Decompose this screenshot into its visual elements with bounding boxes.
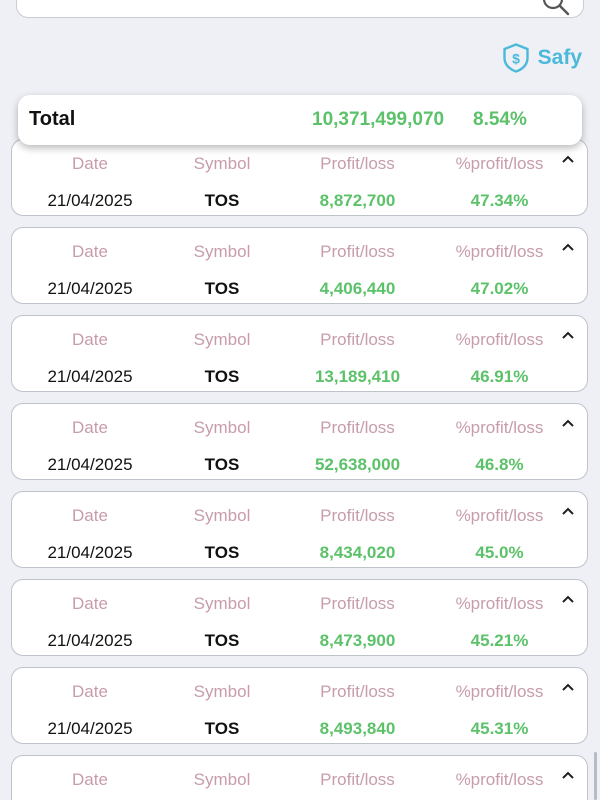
column-header-date: Date [72,506,108,525]
column-header-percent: %profit/loss [455,770,544,789]
transaction-card[interactable]: Date Symbol Profit/loss %profit/loss 21/… [11,667,588,744]
chevron-up-icon[interactable] [561,154,575,164]
column-header-symbol: Symbol [193,770,251,789]
column-header-percent: %profit/loss [455,418,544,437]
transaction-card[interactable]: Date Symbol Profit/loss %profit/loss 21/… [11,579,588,656]
symbol-value: TOS [204,279,240,298]
search-input[interactable] [16,0,584,18]
scrollbar[interactable] [594,752,597,800]
column-header-date: Date [72,330,108,349]
total-summary-card: Total 10,371,499,070 8.54% [18,95,582,145]
profit-value: 8,493,840 [319,719,396,738]
total-amount: 10,371,499,070 [312,109,445,130]
column-header-profit: Profit/loss [320,682,395,701]
transaction-card[interactable]: Date Symbol Profit/loss %profit/loss [11,755,588,800]
symbol-value: TOS [204,631,240,650]
transaction-card[interactable]: Date Symbol Profit/loss %profit/loss 21/… [11,315,588,392]
column-header-symbol: Symbol [193,418,251,437]
column-header-percent: %profit/loss [455,594,544,613]
column-header-profit: Profit/loss [320,242,395,261]
column-header-date: Date [72,242,108,261]
percent-value: 47.02% [470,279,529,298]
column-header-symbol: Symbol [193,594,251,613]
profit-value: 8,473,900 [319,631,396,650]
column-header-percent: %profit/loss [455,242,544,261]
brand-name: Safy [537,46,582,69]
column-header-profit: Profit/loss [320,594,395,613]
column-header-percent: %profit/loss [455,154,544,173]
percent-value: 47.34% [470,191,529,210]
column-header-percent: %profit/loss [455,330,544,349]
profit-value: 13,189,410 [314,367,401,386]
chevron-up-icon[interactable] [561,330,575,340]
column-header-percent: %profit/loss [455,682,544,701]
column-header-date: Date [72,682,108,701]
column-header-date: Date [72,594,108,613]
brand-logo: $ Safy [502,42,582,74]
column-header-symbol: Symbol [193,682,251,701]
symbol-value: TOS [204,543,240,562]
profit-value: 8,434,020 [319,543,396,562]
profit-value: 8,872,700 [319,191,396,210]
search-icon[interactable] [541,0,571,17]
shield-dollar-icon: $ [502,43,529,73]
date-value: 21/04/2025 [47,631,133,650]
percent-value: 45.0% [475,543,524,562]
total-label: Total [29,108,76,130]
column-header-profit: Profit/loss [320,418,395,437]
profit-value: 52,638,000 [314,455,401,474]
date-value: 21/04/2025 [47,543,133,562]
percent-value: 45.31% [470,719,529,738]
column-header-symbol: Symbol [193,330,251,349]
column-header-profit: Profit/loss [320,506,395,525]
chevron-up-icon[interactable] [561,770,575,780]
transaction-card[interactable]: Date Symbol Profit/loss %profit/loss 21/… [11,403,588,480]
column-header-date: Date [72,418,108,437]
symbol-value: TOS [204,191,240,210]
percent-value: 46.8% [475,455,524,474]
column-header-symbol: Symbol [193,506,251,525]
chevron-up-icon[interactable] [561,506,575,516]
date-value: 21/04/2025 [47,719,133,738]
chevron-up-icon[interactable] [561,594,575,604]
percent-value: 46.91% [470,367,529,386]
percent-value: 45.21% [470,631,529,650]
svg-text:$: $ [512,51,520,67]
date-value: 21/04/2025 [47,279,133,298]
chevron-up-icon[interactable] [561,418,575,428]
chevron-up-icon[interactable] [561,682,575,692]
column-header-profit: Profit/loss [320,330,395,349]
date-value: 21/04/2025 [47,367,133,386]
chevron-up-icon[interactable] [561,242,575,252]
column-header-date: Date [72,770,108,789]
profit-value: 4,406,440 [319,279,396,298]
transaction-card[interactable]: Date Symbol Profit/loss %profit/loss 21/… [11,139,588,216]
date-value: 21/04/2025 [47,191,133,210]
column-header-profit: Profit/loss [320,770,395,789]
symbol-value: TOS [204,719,240,738]
column-header-percent: %profit/loss [455,506,544,525]
symbol-value: TOS [204,455,240,474]
date-value: 21/04/2025 [47,455,133,474]
column-header-symbol: Symbol [193,154,251,173]
transaction-card[interactable]: Date Symbol Profit/loss %profit/loss 21/… [11,491,588,568]
column-header-date: Date [72,154,108,173]
symbol-value: TOS [204,367,240,386]
transaction-card[interactable]: Date Symbol Profit/loss %profit/loss 21/… [11,227,588,304]
total-percent: 8.54% [473,109,527,130]
column-header-profit: Profit/loss [320,154,395,173]
column-header-symbol: Symbol [193,242,251,261]
